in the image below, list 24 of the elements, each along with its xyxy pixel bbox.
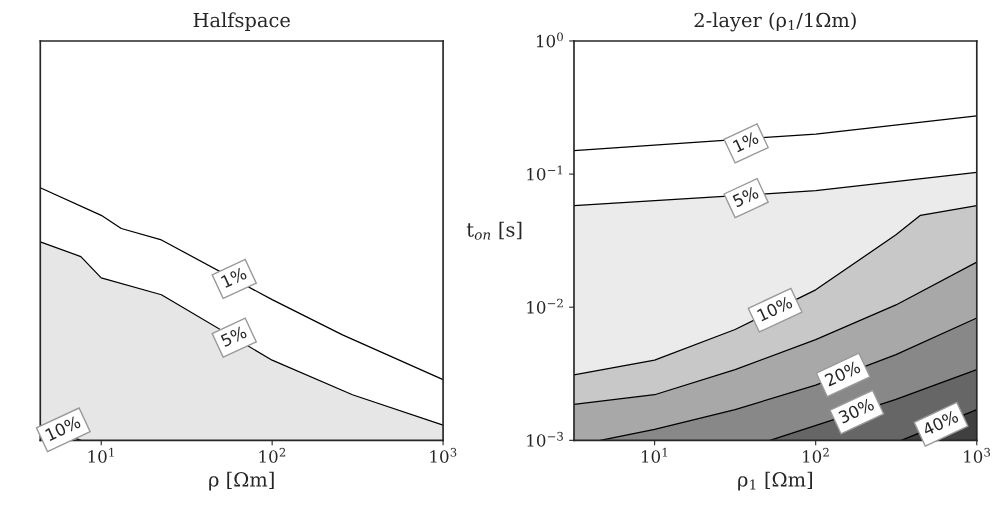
y-tick-label: 10$^{−2}$: [527, 298, 563, 314]
x-tick-label: 10$^{2}$: [259, 447, 286, 463]
x-axis-title: ρ$_{1}$ [Ωm]: [738, 471, 812, 491]
x-tick-label: 10$^{1}$: [641, 447, 668, 463]
y-axis-title: t$_{on}$ [s]: [466, 221, 522, 240]
annotation: 5%: [220, 325, 248, 348]
annotation: 30%: [837, 397, 875, 424]
annotation: 20%: [824, 360, 862, 387]
annotation: 40%: [921, 409, 960, 437]
x-axis-title: ρ [Ωm]: [209, 471, 274, 491]
annotation: 1%: [220, 266, 248, 289]
y-tick-label: 10$^{0}$: [536, 32, 563, 48]
y-tick-label: 10$^{−1}$: [527, 165, 563, 181]
x-tick-label: 10$^{2}$: [803, 447, 829, 463]
x-tick-label: 10$^{3}$: [430, 447, 457, 463]
y-tick-label: 10$^{−3}$: [527, 431, 563, 447]
annotation: 10%: [756, 295, 794, 322]
chart-title: 2-layer (ρ$_{1}$/1Ωm): [694, 12, 856, 32]
annotation: 10%: [44, 415, 82, 442]
annotation: 5%: [732, 185, 760, 208]
x-tick-label: 10$^{3}$: [964, 447, 991, 463]
annotation: 1%: [732, 131, 760, 153]
chart-title: Halfspace: [193, 12, 290, 32]
x-tick-label: 10$^{1}$: [88, 447, 114, 463]
